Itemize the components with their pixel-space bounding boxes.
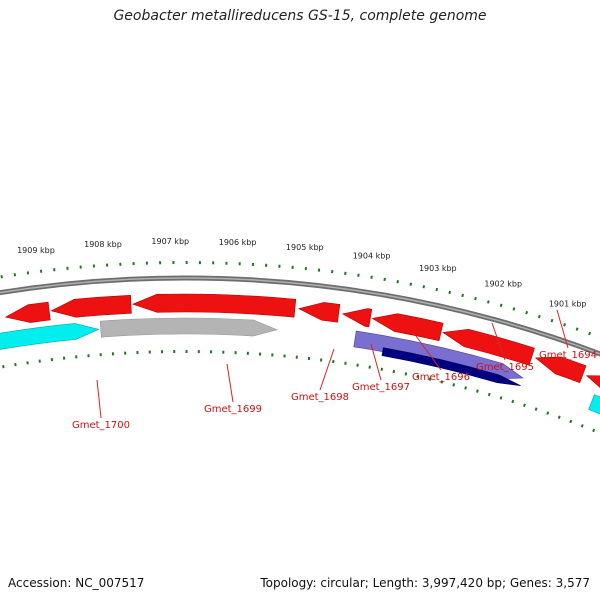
- gene-label: Gmet_1697: [352, 382, 410, 393]
- inner-minor-tick: [416, 374, 420, 379]
- inner-minor-tick: [546, 411, 550, 415]
- outer-minor-tick: [461, 293, 464, 298]
- cds-navy: [381, 347, 521, 386]
- gene-label: Gmet_1695: [476, 362, 534, 373]
- gene-callout-line: [96, 379, 102, 419]
- inner-minor-tick: [440, 380, 444, 384]
- outer-minor-tick: [575, 327, 579, 331]
- inner-minor-tick: [534, 407, 538, 411]
- scale-label: 1904 kbp: [353, 252, 391, 261]
- inner-minor-tick: [404, 372, 408, 376]
- inner-minor-tick: [476, 389, 479, 393]
- cds-cyan-right: [588, 394, 600, 415]
- accession-text: Accession: NC_007517: [8, 576, 145, 590]
- outer-minor-tick: [435, 287, 439, 292]
- gene-label: Gmet_1698: [291, 392, 349, 403]
- reverse-cds-track: [0, 317, 600, 415]
- gene-callout-line: [226, 363, 234, 403]
- outer-minor-tick: [550, 318, 554, 323]
- gene-callout-line: [556, 309, 569, 349]
- gene-callout-line: [370, 343, 382, 381]
- inner-minor-tick: [511, 399, 515, 404]
- outer-minor-tick: [396, 280, 399, 284]
- gene-label: Gmet_1699: [204, 404, 262, 415]
- gene-label: Gmet_1696: [412, 372, 470, 383]
- outer-minor-tick: [563, 323, 566, 327]
- scale-label: 1902 kbp: [484, 280, 522, 289]
- gene-label: Gmet_1694: [539, 350, 597, 361]
- inner-minor-tick: [392, 369, 396, 374]
- gene-arrow-3: [298, 302, 341, 323]
- outer-minor-tick: [409, 282, 413, 286]
- scale-label: 1908 kbp: [84, 240, 122, 249]
- inner-minor-tick: [523, 403, 526, 408]
- outer-scale-ticks: [0, 260, 592, 336]
- inner-minor-tick: [499, 396, 503, 400]
- inner-minor-tick: [452, 383, 456, 387]
- gene-callout-line: [491, 322, 506, 361]
- inner-minor-tick: [580, 424, 584, 428]
- outer-minor-tick: [422, 285, 426, 289]
- genome-backbone: [0, 275, 600, 357]
- inner-minor-tick: [464, 386, 467, 390]
- outer-minor-tick: [486, 300, 490, 304]
- gene-callout-line: [415, 335, 442, 371]
- gene-arrow-2: [132, 293, 297, 318]
- gene-callout-line: [319, 348, 335, 391]
- scale-label: 1901 kbp: [549, 299, 587, 308]
- scale-label: 1905 kbp: [286, 243, 324, 252]
- outer-minor-tick: [588, 331, 592, 336]
- inner-minor-tick: [380, 367, 384, 371]
- gene-arrow-5: [371, 313, 444, 342]
- outer-minor-tick: [499, 303, 503, 308]
- inner-minor-tick: [428, 377, 432, 381]
- forward-gene-track: [4, 293, 600, 388]
- outer-minor-tick: [525, 310, 529, 315]
- cds-gray: [99, 317, 279, 338]
- inner-minor-tick: [569, 419, 573, 424]
- scale-label: 1903 kbp: [419, 264, 457, 273]
- scale-label: 1909 kbp: [17, 246, 55, 255]
- inner-minor-tick: [557, 415, 561, 419]
- cds-purple: [353, 330, 524, 380]
- map-title: Geobacter metallireducens GS-15, complet…: [113, 8, 487, 24]
- genome-stats-text: Topology: circular; Length: 3,997,420 bp…: [260, 576, 590, 590]
- gene-arrow-0: [4, 301, 51, 323]
- gene-arrow-8: [585, 375, 600, 388]
- outer-minor-tick: [383, 277, 386, 282]
- outer-minor-tick: [512, 307, 516, 311]
- gene-arrow-6: [442, 329, 535, 366]
- inner-minor-tick: [368, 365, 371, 369]
- gene-arrow-4: [341, 308, 373, 328]
- inner-minor-tick: [487, 392, 491, 397]
- outer-minor-tick: [448, 290, 452, 295]
- outer-minor-tick: [474, 296, 477, 301]
- gene-label: Gmet_1700: [72, 420, 130, 431]
- cds-cyan-left: [0, 323, 100, 350]
- gene-arrow-7: [534, 356, 587, 384]
- inner-scale-ticks: [2, 349, 596, 433]
- scale-labels: 1909 kbp 1908 kbp 1907 kbp 1906 kbp 1905 kbp…: [17, 237, 586, 308]
- backbone-line-highlight: [0, 277, 600, 355]
- gene-labels: Gmet_1700Gmet_1699Gmet_1698Gmet_1697Gmet…: [72, 309, 597, 431]
- scale-label: 1907 kbp: [151, 237, 189, 246]
- inner-minor-tick: [592, 428, 596, 433]
- outer-minor-tick: [537, 314, 541, 319]
- scale-label: 1906 kbp: [219, 238, 257, 247]
- gene-arrow-1: [50, 294, 132, 318]
